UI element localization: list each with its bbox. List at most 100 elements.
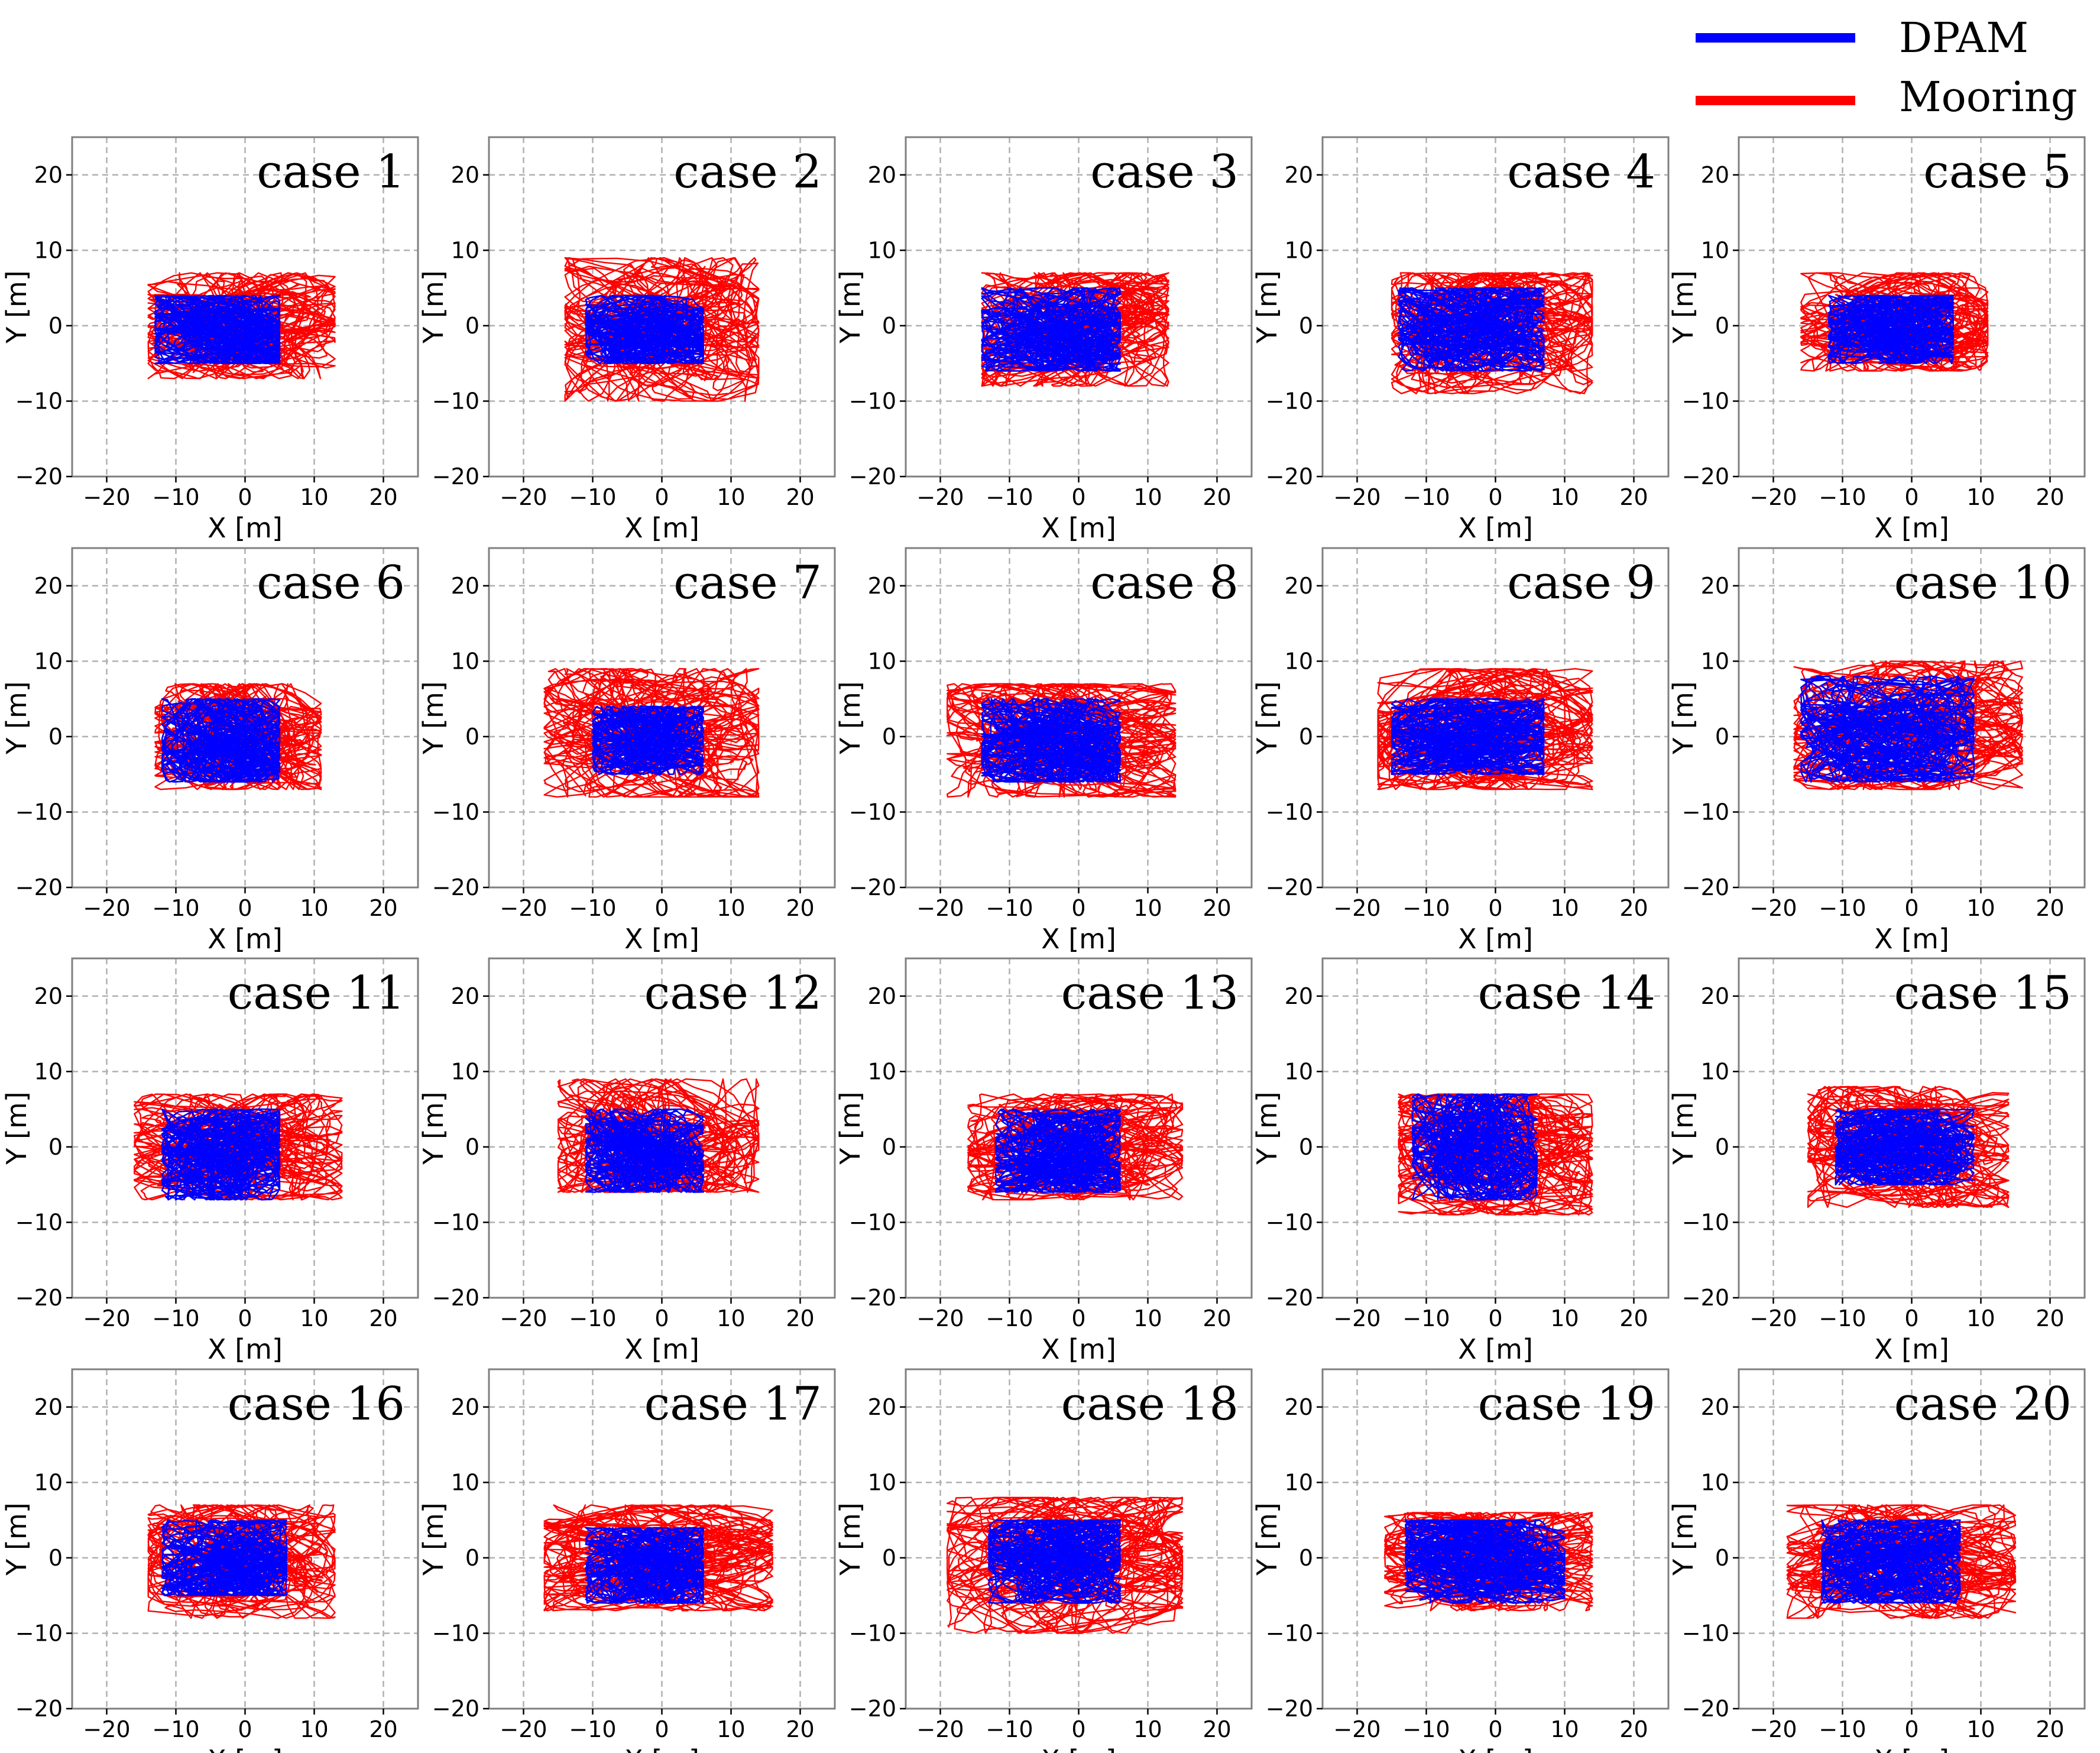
x-tick-label: 20 bbox=[2036, 484, 2064, 510]
x-tick-label: 10 bbox=[1966, 484, 1995, 510]
x-tick-label: 20 bbox=[1203, 895, 1231, 921]
x-tick-label: −10 bbox=[986, 1716, 1033, 1742]
subplot-case-7: −20 −10 0 10 20 −20 −10 0 10 20 X [m] Y [m] case 7 bbox=[417, 547, 836, 955]
series-dpam-trajectory bbox=[1405, 1519, 1566, 1604]
x-tick-label: 0 bbox=[1071, 484, 1085, 510]
y-tick-label: −10 bbox=[1266, 1209, 1313, 1235]
case-title: case 15 bbox=[1894, 967, 2072, 1020]
legend-dpam-label: DPAM bbox=[1899, 14, 2028, 62]
y-axis-label: Y [m] bbox=[417, 1502, 449, 1576]
y-tick-label: 20 bbox=[868, 573, 896, 599]
y-tick-label: 0 bbox=[465, 1545, 479, 1571]
case-title: case 18 bbox=[1061, 1378, 1239, 1431]
y-tick-label: −10 bbox=[1266, 799, 1313, 825]
x-tick-label: −20 bbox=[83, 895, 130, 921]
series-dpam-trajectory bbox=[1398, 287, 1545, 372]
case-title: case 2 bbox=[673, 145, 822, 199]
x-tick-label: 10 bbox=[1550, 484, 1579, 510]
x-tick-label: 10 bbox=[1966, 1305, 1995, 1331]
y-tick-label: −20 bbox=[432, 874, 479, 900]
y-tick-label: −10 bbox=[432, 1620, 479, 1646]
subplot-case-1: −20 −10 0 10 20 −20 −10 0 10 20 X [m] Y [m] case 1 bbox=[1, 136, 419, 544]
x-tick-label: 0 bbox=[238, 1305, 252, 1331]
x-axis-label: X [m] bbox=[208, 512, 283, 544]
subplot-case-9: −20 −10 0 10 20 −20 −10 0 10 20 X [m] Y [m] case 9 bbox=[1251, 547, 1670, 955]
x-tick-label: 0 bbox=[654, 484, 669, 510]
case-title: case 6 bbox=[257, 556, 405, 610]
case-title: case 14 bbox=[1478, 967, 1655, 1020]
x-axis-label: X [m] bbox=[624, 923, 699, 955]
x-tick-label: −10 bbox=[1402, 895, 1450, 921]
y-tick-label: 0 bbox=[1299, 1134, 1313, 1160]
x-tick-label: 0 bbox=[1071, 1716, 1085, 1742]
x-tick-label: −10 bbox=[1402, 484, 1450, 510]
y-axis-label: Y [m] bbox=[1, 1091, 33, 1165]
y-axis-label: Y [m] bbox=[1667, 1091, 1699, 1165]
x-tick-label: 10 bbox=[1133, 1716, 1162, 1742]
y-tick-label: 0 bbox=[882, 1134, 896, 1160]
case-title: case 12 bbox=[644, 967, 822, 1020]
x-tick-label: −20 bbox=[83, 1716, 130, 1742]
x-tick-label: 0 bbox=[1904, 895, 1918, 921]
y-tick-label: −10 bbox=[849, 799, 896, 825]
y-tick-label: 0 bbox=[1715, 724, 1729, 750]
y-tick-label: 0 bbox=[48, 1134, 63, 1160]
y-tick-label: 10 bbox=[1285, 1469, 1313, 1495]
subplot-case-10: −20 −10 0 10 20 −20 −10 0 10 20 X [m] Y [m] case 10 bbox=[1667, 547, 2086, 955]
series-dpam-trajectory bbox=[981, 698, 1121, 783]
y-tick-label: 0 bbox=[882, 313, 896, 339]
y-tick-label: 20 bbox=[1701, 1394, 1729, 1420]
y-axis-label: Y [m] bbox=[834, 1091, 866, 1165]
y-tick-label: 10 bbox=[1701, 237, 1729, 263]
y-tick-label: 20 bbox=[868, 162, 896, 188]
y-axis-label: Y [m] bbox=[1667, 681, 1699, 754]
x-tick-label: 20 bbox=[369, 895, 397, 921]
case-title: case 10 bbox=[1894, 556, 2072, 610]
subplot-case-6: −20 −10 0 10 20 −20 −10 0 10 20 X [m] Y [m] case 6 bbox=[1, 547, 419, 955]
y-tick-label: −20 bbox=[15, 464, 63, 490]
y-tick-label: −20 bbox=[1266, 874, 1313, 900]
y-tick-label: −20 bbox=[849, 1696, 896, 1722]
case-title: case 1 bbox=[257, 145, 405, 199]
x-tick-label: −10 bbox=[1819, 1305, 1866, 1331]
subplot-case-15: −20 −10 0 10 20 −20 −10 0 10 20 X [m] Y [m] case 15 bbox=[1667, 957, 2086, 1365]
x-tick-label: 0 bbox=[1488, 1716, 1502, 1742]
x-tick-label: −20 bbox=[83, 484, 130, 510]
y-tick-label: 20 bbox=[451, 983, 479, 1009]
x-tick-label: −20 bbox=[1749, 1305, 1797, 1331]
x-tick-label: 20 bbox=[1619, 895, 1648, 921]
y-tick-label: 0 bbox=[882, 1545, 896, 1571]
x-tick-label: −20 bbox=[916, 1716, 964, 1742]
y-tick-label: 20 bbox=[34, 162, 63, 188]
y-tick-label: 0 bbox=[465, 1134, 479, 1160]
y-tick-label: −10 bbox=[1266, 388, 1313, 414]
y-tick-label: 20 bbox=[34, 1394, 63, 1420]
y-tick-label: 20 bbox=[34, 573, 63, 599]
x-axis-label: X [m] bbox=[1041, 1744, 1116, 1753]
y-tick-label: −20 bbox=[432, 464, 479, 490]
x-tick-label: 20 bbox=[786, 1305, 814, 1331]
y-tick-label: 10 bbox=[868, 1469, 896, 1495]
y-axis-label: Y [m] bbox=[417, 1091, 449, 1165]
x-tick-label: −20 bbox=[500, 1716, 547, 1742]
x-tick-label: 10 bbox=[1550, 1716, 1579, 1742]
y-axis-label: Y [m] bbox=[417, 681, 449, 754]
x-tick-label: 0 bbox=[654, 1305, 669, 1331]
x-tick-label: 0 bbox=[238, 1716, 252, 1742]
y-tick-label: 20 bbox=[1701, 573, 1729, 599]
x-tick-label: 20 bbox=[2036, 895, 2064, 921]
x-axis-label: X [m] bbox=[1041, 923, 1116, 955]
case-title: case 8 bbox=[1090, 556, 1239, 610]
x-axis-label: X [m] bbox=[1041, 512, 1116, 544]
series-dpam-trajectory bbox=[981, 287, 1121, 372]
y-tick-label: −10 bbox=[849, 388, 896, 414]
x-tick-label: −20 bbox=[916, 484, 964, 510]
y-tick-label: −20 bbox=[15, 1696, 63, 1722]
x-tick-label: 20 bbox=[1619, 1305, 1648, 1331]
x-tick-label: −10 bbox=[986, 1305, 1033, 1331]
case-title: case 11 bbox=[228, 967, 405, 1020]
x-tick-label: 20 bbox=[1203, 1716, 1231, 1742]
y-axis-label: Y [m] bbox=[1251, 681, 1283, 754]
x-tick-label: 0 bbox=[1071, 895, 1085, 921]
y-tick-label: 20 bbox=[1285, 1394, 1313, 1420]
